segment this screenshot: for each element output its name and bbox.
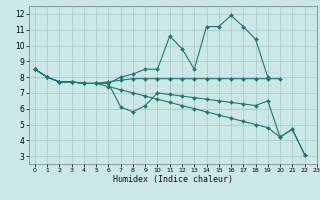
X-axis label: Humidex (Indice chaleur): Humidex (Indice chaleur) xyxy=(113,175,233,184)
